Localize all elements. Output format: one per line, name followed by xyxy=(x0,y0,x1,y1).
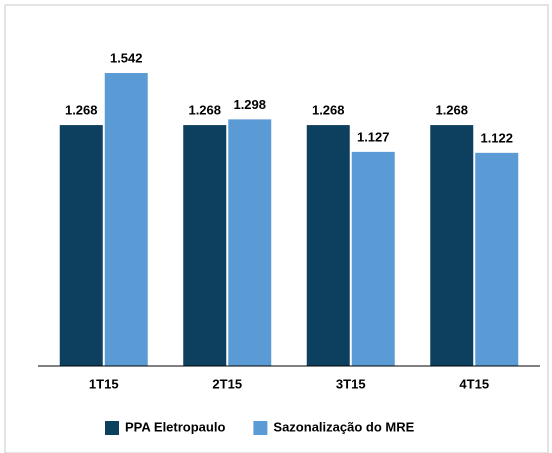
bar xyxy=(475,152,519,366)
bar xyxy=(351,151,395,366)
legend-label: Sazonalização do MRE xyxy=(273,419,414,434)
value-label: 1.268 xyxy=(65,103,98,118)
legend-label: PPA Eletropaulo xyxy=(125,419,225,434)
value-label: 1.298 xyxy=(233,97,266,112)
bar xyxy=(306,125,350,366)
value-label: 1.122 xyxy=(480,130,513,145)
bar xyxy=(59,125,103,366)
x-tick-label: 2T15 xyxy=(212,376,242,391)
frame xyxy=(4,4,549,453)
legend-swatch xyxy=(105,421,119,435)
x-tick-label: 3T15 xyxy=(336,376,366,391)
value-label: 1.542 xyxy=(110,50,143,65)
value-label: 1.268 xyxy=(435,103,468,118)
value-label: 1.268 xyxy=(188,103,221,118)
x-tick-label: 4T15 xyxy=(459,376,489,391)
bar xyxy=(104,73,148,367)
bar xyxy=(430,125,474,366)
legend-swatch xyxy=(253,421,268,435)
x-tick-label: 1T15 xyxy=(89,376,119,391)
value-label: 1.268 xyxy=(312,103,345,118)
bar xyxy=(228,119,272,366)
bar xyxy=(183,125,227,366)
value-label: 1.127 xyxy=(357,129,390,144)
